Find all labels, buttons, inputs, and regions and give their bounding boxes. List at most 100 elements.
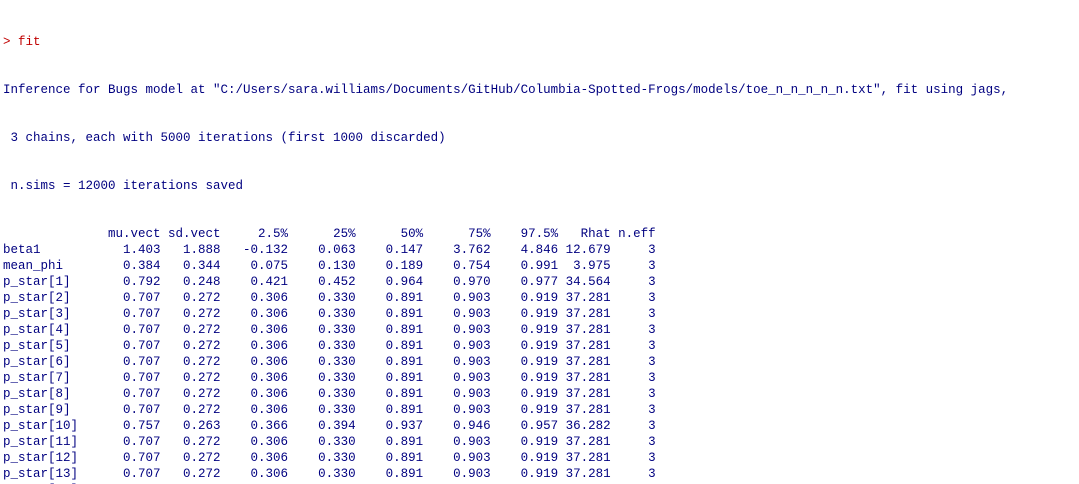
row-label: p_star[1] <box>3 275 94 289</box>
cell-rhat: Rhat <box>558 227 611 241</box>
row-label: p_star[10] <box>3 419 94 433</box>
row-label: p_star[11] <box>3 435 94 449</box>
cell-2-5-: 0.306 <box>220 323 289 337</box>
cell-2-5-: 0.306 <box>220 307 289 321</box>
cell-sd-vect: 0.272 <box>160 307 221 321</box>
cell-50-: 0.891 <box>355 339 424 353</box>
cell-rhat: 37.281 <box>558 387 611 401</box>
cell-2-5-: 0.306 <box>220 291 289 305</box>
cell-97-5-: 0.919 <box>490 339 559 353</box>
cell-rhat: 34.564 <box>558 275 611 289</box>
cell-rhat: 37.281 <box>558 339 611 353</box>
cell-25-: 0.330 <box>288 371 356 385</box>
cell-mu-vect: 0.707 <box>93 323 161 337</box>
cell-sd-vect: 0.272 <box>160 339 221 353</box>
cell-25-: 0.330 <box>288 403 356 417</box>
cell-n-eff: 3 <box>610 307 656 321</box>
cell-rhat: 37.281 <box>558 291 611 305</box>
table-row: p_star[12] 0.707 0.272 0.306 0.330 0.891… <box>3 450 1079 466</box>
cell-n-eff: 3 <box>610 323 656 337</box>
cell-rhat: 37.281 <box>558 371 611 385</box>
cell-2-5-: 0.306 <box>220 435 289 449</box>
cell-sd-vect: 1.888 <box>160 243 221 257</box>
cell-rhat: 37.281 <box>558 307 611 321</box>
cell-50-: 0.891 <box>355 435 424 449</box>
row-label: p_star[4] <box>3 323 94 337</box>
cell-25-: 0.063 <box>288 243 356 257</box>
cell-50-: 0.189 <box>355 259 424 273</box>
cell-rhat: 12.679 <box>558 243 611 257</box>
table-row: p_star[1] 0.792 0.248 0.421 0.452 0.964 … <box>3 274 1079 290</box>
cell-25-: 0.330 <box>288 387 356 401</box>
cell-sd-vect: 0.272 <box>160 387 221 401</box>
cell-2-5-: 0.306 <box>220 355 289 369</box>
cell-75-: 0.903 <box>423 451 491 465</box>
cell-25-: 0.330 <box>288 435 356 449</box>
cell-2-5-: 0.306 <box>220 387 289 401</box>
cell-50-: 0.891 <box>355 355 424 369</box>
cell-75-: 0.903 <box>423 387 491 401</box>
cell-97-5-: 0.919 <box>490 387 559 401</box>
cell-75-: 0.903 <box>423 307 491 321</box>
table-row: p_star[6] 0.707 0.272 0.306 0.330 0.891 … <box>3 354 1079 370</box>
cell-75-: 0.903 <box>423 371 491 385</box>
table-header-row: mu.vect sd.vect 2.5% 25% 50% 75% 97.5% R… <box>3 226 1079 242</box>
cell-sd-vect: 0.344 <box>160 259 221 273</box>
cell-2-5-: 0.306 <box>220 371 289 385</box>
cell-50-: 0.891 <box>355 371 424 385</box>
cell-mu-vect: 0.707 <box>93 291 161 305</box>
cell-rhat: 36.282 <box>558 419 611 433</box>
cell-sd-vect: 0.272 <box>160 371 221 385</box>
cell-2-5-: 0.306 <box>220 451 289 465</box>
cell-50-: 50% <box>355 227 424 241</box>
cell-25-: 0.330 <box>288 467 356 481</box>
cell-25-: 0.330 <box>288 355 356 369</box>
cell-mu-vect: 0.707 <box>93 355 161 369</box>
cell-mu-vect: 0.707 <box>93 339 161 353</box>
cell-25-: 0.330 <box>288 323 356 337</box>
cell-97-5-: 0.919 <box>490 451 559 465</box>
cell-97-5-: 0.919 <box>490 355 559 369</box>
cell-n-eff: 3 <box>610 339 656 353</box>
row-label: beta1 <box>3 243 94 257</box>
cell-97-5-: 0.919 <box>490 403 559 417</box>
cell-97-5-: 0.977 <box>490 275 559 289</box>
cell-50-: 0.891 <box>355 323 424 337</box>
cell-2-5-: 0.366 <box>220 419 289 433</box>
cell-n-eff: 3 <box>610 451 656 465</box>
cell-2-5-: -0.132 <box>220 243 289 257</box>
table-row: p_star[9] 0.707 0.272 0.306 0.330 0.891 … <box>3 402 1079 418</box>
table-row: mean_phi 0.384 0.344 0.075 0.130 0.189 0… <box>3 258 1079 274</box>
cell-rhat: 37.281 <box>558 467 611 481</box>
command-line: > fit <box>3 34 1079 50</box>
cell-50-: 0.891 <box>355 291 424 305</box>
cell-n-eff: 3 <box>610 291 656 305</box>
cell-75-: 0.903 <box>423 403 491 417</box>
cell-2-5-: 0.306 <box>220 339 289 353</box>
cell-50-: 0.891 <box>355 307 424 321</box>
cell-25-: 0.452 <box>288 275 356 289</box>
cell-25-: 0.330 <box>288 307 356 321</box>
cell-25-: 0.330 <box>288 339 356 353</box>
cell-sd-vect: sd.vect <box>160 227 221 241</box>
cell-n-eff: n.eff <box>610 227 656 241</box>
row-label: p_star[12] <box>3 451 94 465</box>
cell-rhat: 37.281 <box>558 403 611 417</box>
table-row: p_star[13] 0.707 0.272 0.306 0.330 0.891… <box>3 466 1079 482</box>
cell-75-: 0.903 <box>423 323 491 337</box>
cell-n-eff: 3 <box>610 467 656 481</box>
cell-rhat: 37.281 <box>558 355 611 369</box>
cell-mu-vect: 0.707 <box>93 371 161 385</box>
cell-97-5-: 0.919 <box>490 291 559 305</box>
cell-2-5-: 0.421 <box>220 275 289 289</box>
header-line-2: 3 chains, each with 5000 iterations (fir… <box>3 131 446 145</box>
cell-mu-vect: 0.707 <box>93 387 161 401</box>
cell-75-: 3.762 <box>423 243 491 257</box>
cell-n-eff: 3 <box>610 419 656 433</box>
row-label: p_star[7] <box>3 371 94 385</box>
cell-50-: 0.891 <box>355 467 424 481</box>
cell-sd-vect: 0.272 <box>160 435 221 449</box>
cell-75-: 0.946 <box>423 419 491 433</box>
table-row: p_star[5] 0.707 0.272 0.306 0.330 0.891 … <box>3 338 1079 354</box>
